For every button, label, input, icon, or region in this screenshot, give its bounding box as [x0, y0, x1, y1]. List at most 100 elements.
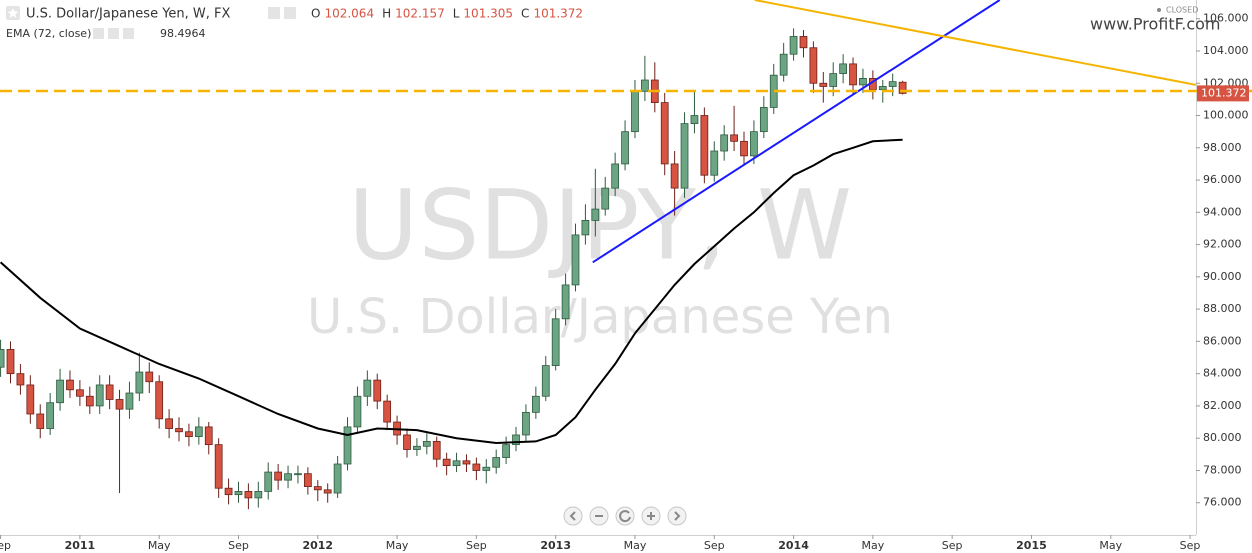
candle-body — [76, 389, 84, 397]
y-tick-label: 86.000 — [1203, 334, 1242, 347]
candle-body — [194, 426, 203, 437]
candle-body — [839, 63, 847, 74]
x-tick-label: Sep — [704, 539, 725, 552]
candle-body — [264, 471, 273, 492]
y-tick-label: 94.000 — [1203, 205, 1242, 218]
candle-body — [214, 444, 223, 489]
candle-body — [165, 418, 173, 429]
candle-body — [373, 379, 382, 402]
candle-body — [541, 365, 550, 397]
left-arrow — [569, 511, 576, 521]
trendline — [592, 0, 1001, 264]
nav-icons — [569, 510, 681, 523]
candle-body — [204, 426, 213, 446]
indicator-settings[interactable] — [108, 28, 119, 39]
candle-body — [145, 371, 154, 383]
candle-body — [115, 399, 124, 410]
candle-body — [333, 463, 342, 494]
candle-body — [95, 384, 104, 407]
ohlc-value: 101.305 — [463, 7, 513, 21]
candle-body — [512, 434, 520, 446]
candle-body — [531, 395, 540, 413]
y-tick-label: 78.000 — [1203, 463, 1242, 476]
logo: www.ProfitF.com — [1090, 15, 1221, 34]
candle-body — [432, 441, 441, 460]
indicator-icon[interactable] — [93, 28, 104, 39]
hide-icon[interactable] — [284, 7, 296, 19]
candle-body — [46, 402, 55, 429]
candle-body — [829, 73, 838, 87]
candle-body — [422, 441, 431, 447]
x-tick-label: Sep — [228, 539, 249, 552]
candle-body — [135, 371, 144, 394]
candle-body — [571, 234, 580, 286]
candle-body — [343, 426, 352, 465]
candle-body — [6, 349, 15, 375]
y-tick-label: 90.000 — [1203, 270, 1242, 283]
candle-body — [799, 36, 808, 49]
candle-body — [26, 384, 35, 415]
candle-body — [680, 123, 689, 189]
indicator-remove[interactable] — [123, 28, 134, 39]
right-arrow — [674, 511, 681, 521]
candle-body — [809, 47, 818, 84]
candle-body — [294, 473, 302, 476]
x-tick-label: 2011 — [65, 539, 96, 552]
candle-body — [878, 86, 887, 91]
candle-body — [185, 431, 193, 437]
scroll-left[interactable] — [563, 506, 583, 526]
chart-title: U.S. Dollar/Japanese Yen, W, FX — [26, 7, 231, 22]
candle-body — [482, 466, 491, 471]
candle-body — [611, 163, 620, 189]
x-tick-label: 2013 — [540, 539, 571, 552]
indicator-label: EMA (72, close) — [6, 27, 91, 40]
y-tick-label: 88.000 — [1203, 302, 1242, 315]
candle-body — [452, 460, 461, 467]
candle-body — [730, 134, 738, 142]
candle-body — [641, 79, 649, 92]
ohlc-key: C — [521, 7, 529, 21]
candle-body — [789, 36, 798, 55]
plus — [647, 512, 655, 520]
x-tick-label: May — [148, 539, 171, 552]
candle-body — [759, 107, 768, 133]
candle-body — [0, 349, 5, 368]
candle-body — [888, 81, 897, 87]
candle-body — [403, 434, 411, 450]
watermark-subtitle: U.S. Dollar/Japanese Yen — [307, 289, 893, 345]
candle-body — [700, 115, 709, 176]
candle-body — [224, 487, 233, 496]
candle-body — [462, 460, 471, 465]
candle-body — [591, 208, 600, 221]
ohlc-key: H — [382, 7, 391, 21]
star-icon — [7, 8, 19, 18]
ohlc-legend: O 102.064 H 102.157 L 101.305 C 101.372 — [311, 7, 583, 21]
candle-body — [581, 219, 590, 236]
x-tick-label: May — [624, 539, 647, 552]
x-tick-label: Sep — [0, 539, 11, 552]
candle-body — [492, 457, 501, 468]
last-price-label: 101.372 — [1201, 86, 1247, 99]
candle-body — [413, 445, 421, 450]
reset[interactable] — [615, 506, 635, 526]
candle-body — [898, 81, 907, 94]
y-tick-label: 106.000 — [1203, 12, 1249, 25]
settings-icon[interactable] — [268, 7, 280, 19]
ohlc-value: 101.372 — [533, 7, 583, 21]
candle-body — [631, 90, 639, 133]
candle-body — [859, 78, 867, 86]
trendline — [754, 0, 1196, 86]
x-tick-label: 2012 — [302, 539, 333, 552]
scroll-right[interactable] — [667, 506, 687, 526]
y-tick-label: 82.000 — [1203, 399, 1242, 412]
candle-body — [155, 381, 164, 420]
candle-body — [353, 395, 362, 428]
y-tick-label: 92.000 — [1203, 238, 1242, 251]
candle-body — [244, 491, 253, 499]
candle-body — [561, 284, 570, 320]
candle-body — [323, 489, 332, 494]
ohlc-value: 102.157 — [395, 7, 445, 21]
candle-body — [304, 473, 312, 487]
candle-body — [313, 486, 322, 491]
candle-body — [621, 131, 629, 165]
